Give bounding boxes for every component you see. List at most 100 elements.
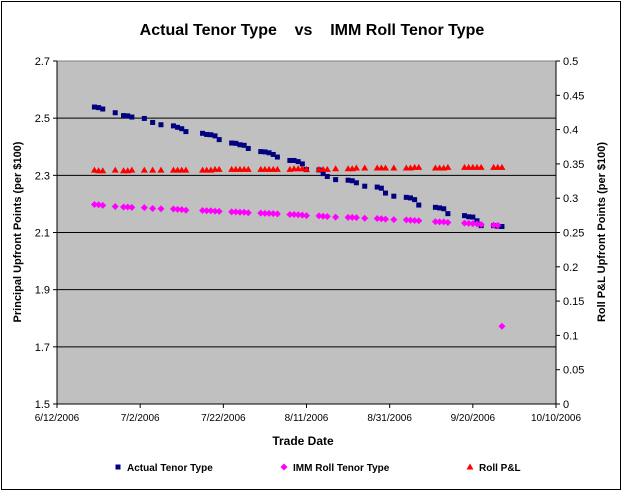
- actual-tenor-type-point: [362, 183, 368, 189]
- x-axis-label: Trade Date: [272, 434, 334, 448]
- imm-roll-tenor-type-point: [211, 207, 219, 215]
- legend-marker-2: [280, 463, 288, 471]
- roll-p-l-point: [303, 165, 310, 172]
- actual-tenor-type-point: [445, 211, 451, 217]
- y-left-tick-label: 1.9: [35, 285, 50, 297]
- actual-tenor-type-point: [378, 185, 384, 191]
- imm-roll-tenor-type-point: [415, 217, 423, 225]
- imm-roll-tenor-type-point: [390, 216, 398, 224]
- actual-tenor-type-point: [96, 105, 102, 111]
- actual-tenor-type-point: [353, 180, 359, 186]
- actual-tenor-type-point: [237, 142, 243, 148]
- actual-tenor-type-point: [150, 119, 156, 125]
- imm-roll-tenor-type-point: [344, 213, 352, 221]
- actual-tenor-type-point: [274, 154, 280, 160]
- imm-roll-tenor-type-point: [461, 219, 469, 227]
- imm-roll-tenor-type-point: [402, 216, 410, 224]
- actual-tenor-type-point: [170, 123, 176, 129]
- imm-roll-tenor-type-point: [261, 209, 269, 217]
- imm-roll-tenor-type-point: [128, 203, 136, 211]
- imm-roll-tenor-type-point: [182, 206, 190, 214]
- y-left-tick-label: 2.7: [35, 56, 50, 68]
- imm-roll-tenor-type-point: [120, 203, 128, 211]
- actual-tenor-type-point: [112, 110, 118, 116]
- y-left-tick-label: 2.5: [35, 113, 50, 125]
- actual-tenor-type-point: [208, 132, 214, 138]
- imm-roll-tenor-type-point: [199, 206, 207, 214]
- y-right-tick-label: 0: [563, 399, 569, 411]
- imm-roll-tenor-type-point: [469, 220, 477, 228]
- imm-roll-tenor-type-point: [286, 210, 294, 218]
- imm-roll-tenor-type-point: [95, 201, 103, 209]
- imm-roll-tenor-type-point: [269, 210, 277, 218]
- x-tick-label: 8/11/2006: [285, 413, 329, 424]
- actual-tenor-type-point: [229, 140, 235, 146]
- imm-roll-tenor-type-point: [203, 207, 211, 215]
- actual-tenor-type-point: [141, 115, 147, 121]
- y-left-tick-label: 2.3: [35, 170, 50, 182]
- imm-roll-tenor-type-point: [319, 212, 327, 220]
- imm-roll-tenor-type-point: [406, 216, 414, 224]
- roll-p-l-point: [90, 166, 98, 173]
- roll-p-l-point: [149, 166, 157, 173]
- x-tick-label: 6/12/2006: [35, 413, 80, 424]
- axes: 1.5 1.7 1.9 2.1 2.3 2.5 2.7 0 0.05 0.1 0.15 0.2 0.25…: [35, 56, 585, 424]
- y-axis-left-label: Principal Upfront Points (per $100): [12, 141, 24, 322]
- x-tick-label: 8/31/2006: [367, 413, 412, 424]
- roll-p-l-point: [140, 166, 148, 173]
- actual-tenor-type-point: [349, 178, 355, 184]
- actual-tenor-type-point: [416, 202, 422, 208]
- y-right-tick-label: 0.45: [563, 90, 584, 102]
- imm-roll-tenor-type-point: [294, 211, 302, 219]
- imm-roll-tenor-type-point: [361, 214, 369, 222]
- y-left-tick-label: 2.1: [35, 228, 50, 240]
- imm-roll-tenor-type-point: [290, 210, 298, 218]
- chart-title: Actual Tenor Type vs IMM Roll Tenor Type: [140, 22, 485, 39]
- actual-tenor-type-point: [412, 197, 418, 203]
- imm-roll-tenor-type-point: [411, 216, 419, 224]
- legend-marker-3: [466, 463, 474, 470]
- roll-p-l-point: [298, 165, 306, 172]
- y-axis-right-label: Roll P&L Upfront Points (per $100): [596, 142, 608, 322]
- imm-roll-tenor-type-point: [215, 207, 223, 215]
- imm-roll-tenor-type-point: [298, 211, 306, 219]
- imm-roll-tenor-type-point: [465, 219, 473, 227]
- x-tick-label: 7/22/2006: [201, 413, 246, 424]
- imm-roll-tenor-type-point: [315, 212, 323, 220]
- actual-tenor-type-point: [266, 150, 272, 156]
- imm-roll-tenor-type-point: [431, 218, 439, 226]
- actual-tenor-type-point: [129, 114, 135, 120]
- actual-tenor-type-point: [407, 195, 413, 201]
- y-right-tick-label: 0.25: [563, 228, 584, 240]
- actual-tenor-type-point: [345, 177, 351, 183]
- actual-tenor-type-point: [437, 205, 443, 211]
- actual-tenor-type-point: [383, 190, 389, 196]
- imm-roll-tenor-type-point: [382, 215, 390, 223]
- imm-roll-tenor-type-point: [273, 210, 281, 218]
- imm-roll-tenor-type-point: [377, 215, 385, 223]
- actual-tenor-type-point: [245, 145, 251, 151]
- roll-p-l-point: [99, 167, 107, 174]
- roll-p-l-point: [390, 164, 398, 171]
- imm-roll-tenor-type-point: [490, 221, 498, 229]
- y-right-tick-label: 0.2: [563, 262, 578, 274]
- imm-roll-tenor-type-point: [444, 218, 452, 226]
- actual-tenor-type-point: [270, 151, 276, 157]
- imm-roll-tenor-type-point: [90, 200, 98, 208]
- imm-roll-tenor-type-point: [124, 203, 132, 211]
- roll-p-l-point: [498, 163, 506, 170]
- imm-roll-tenor-type-point: [494, 221, 502, 229]
- actual-tenor-type-point: [183, 129, 189, 135]
- imm-roll-tenor-type-point: [473, 220, 481, 228]
- data-marks: [90, 104, 506, 330]
- imm-roll-tenor-type-point: [174, 205, 182, 213]
- y-right-tick-label: 0.3: [563, 193, 578, 205]
- actual-tenor-type-point: [291, 157, 297, 163]
- actual-tenor-type-point: [91, 104, 97, 110]
- actual-tenor-type-point: [258, 149, 264, 155]
- actual-tenor-type-point: [212, 133, 218, 139]
- actual-tenor-type-point: [262, 149, 268, 155]
- roll-p-l-point: [361, 164, 369, 171]
- imm-roll-tenor-type-point: [207, 207, 215, 215]
